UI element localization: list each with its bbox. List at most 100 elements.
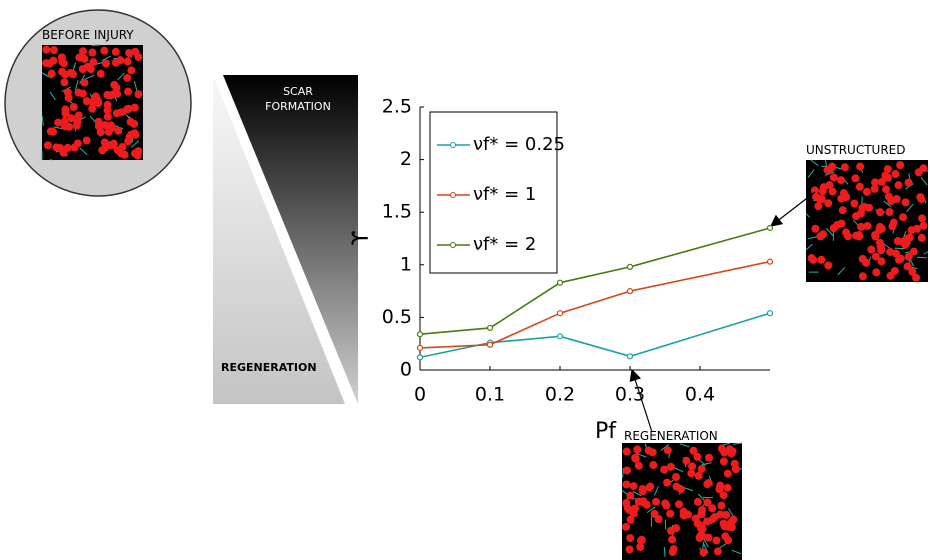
cell: [817, 256, 825, 264]
x-tick-label: 0: [414, 384, 426, 406]
cell: [97, 128, 105, 136]
cell: [631, 454, 639, 462]
x-tick-label: 0.2: [545, 384, 575, 406]
cell: [626, 492, 634, 500]
cell: [92, 92, 100, 100]
legend-marker: [451, 143, 456, 148]
cell: [106, 91, 114, 99]
cell: [101, 121, 109, 129]
cell: [97, 70, 105, 78]
cell: [635, 462, 643, 470]
cell: [881, 172, 889, 180]
cell: [839, 206, 847, 214]
cell: [118, 108, 126, 116]
cell: [720, 491, 728, 499]
cell: [56, 144, 64, 152]
cell: [876, 208, 884, 216]
cell: [121, 151, 129, 159]
point: [558, 280, 563, 285]
cell: [80, 79, 88, 87]
cell: [819, 187, 827, 195]
cell: [697, 531, 705, 539]
cell: [661, 499, 669, 507]
cell: [826, 181, 834, 189]
x-axis-label: Pf: [595, 419, 617, 444]
cell: [100, 47, 108, 55]
cell: [838, 220, 846, 228]
series-line: [420, 313, 770, 357]
cell: [79, 65, 87, 73]
fiber: [895, 248, 905, 249]
cell: [867, 246, 875, 254]
cell: [672, 473, 680, 481]
cell: [622, 499, 630, 507]
cell: [126, 133, 134, 141]
cell: [58, 58, 66, 66]
annotation: REGENERATION: [221, 361, 317, 374]
cell: [895, 256, 903, 264]
cell: [643, 501, 651, 509]
cell: [124, 57, 132, 65]
annotation: BEFORE INJURY: [42, 28, 134, 42]
point: [628, 354, 633, 359]
cell: [703, 499, 711, 507]
cell: [633, 446, 641, 454]
cell: [652, 498, 660, 506]
cell: [626, 534, 634, 542]
legend-label: νf* = 1: [473, 184, 536, 205]
y-tick-label: 1: [400, 253, 412, 275]
cell: [863, 188, 871, 196]
cell: [123, 74, 131, 82]
cell: [49, 128, 57, 136]
cell: [837, 176, 845, 184]
cell: [697, 510, 705, 518]
cell: [705, 479, 713, 487]
cell: [83, 136, 91, 144]
cell: [42, 59, 50, 67]
cell: [814, 202, 822, 210]
cell: [64, 144, 72, 152]
cell: [104, 113, 112, 121]
cell: [859, 272, 867, 280]
cell: [71, 144, 79, 152]
cell: [882, 185, 890, 193]
cell: [630, 510, 638, 518]
cell: [44, 141, 52, 149]
cell: [83, 97, 91, 105]
cell: [622, 480, 630, 488]
cell: [910, 248, 918, 256]
cell: [844, 232, 852, 240]
cell: [131, 104, 139, 112]
cell: [917, 195, 925, 203]
cell: [649, 448, 657, 456]
cell: [716, 482, 724, 490]
cell: [638, 536, 646, 544]
cell: [729, 447, 737, 455]
cell: [651, 510, 659, 518]
cell: [626, 546, 634, 554]
cell: [850, 200, 858, 208]
cell: [893, 195, 901, 203]
cell: [899, 213, 907, 221]
cell: [694, 498, 702, 506]
cell: [896, 161, 904, 169]
cell: [630, 482, 638, 490]
cell: [127, 66, 135, 74]
cell: [871, 185, 879, 193]
cell: [663, 479, 671, 487]
point: [558, 311, 563, 316]
cell: [42, 46, 50, 54]
cell: [877, 257, 885, 265]
cell: [904, 179, 912, 187]
cell: [857, 223, 865, 231]
cell: [720, 519, 728, 527]
cell: [709, 515, 717, 523]
cell: [724, 470, 732, 478]
cell: [918, 214, 926, 222]
legend-marker: [451, 193, 456, 198]
cell: [712, 536, 720, 544]
cell: [623, 467, 631, 475]
cell: [622, 523, 630, 531]
cell: [891, 267, 899, 275]
cell: [672, 483, 680, 491]
